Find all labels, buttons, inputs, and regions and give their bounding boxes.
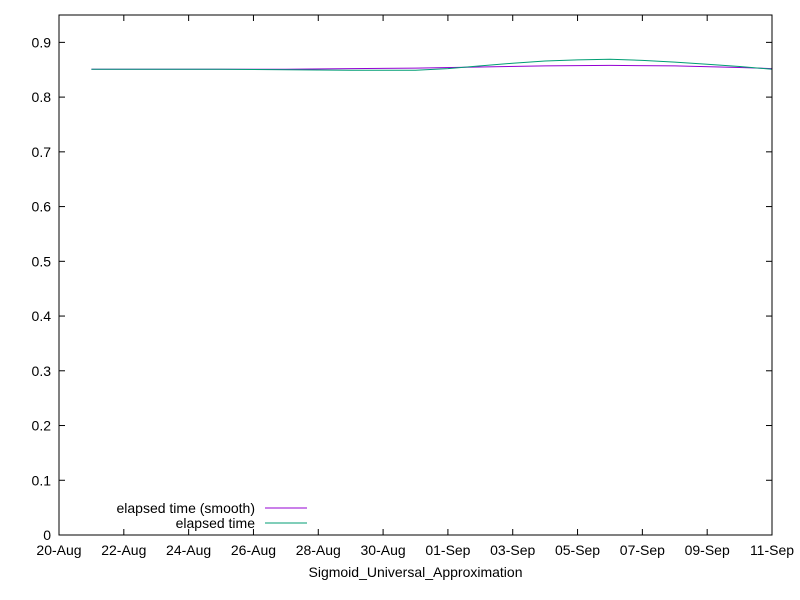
y-tick-label: 0: [43, 527, 51, 543]
x-tick-label: 05-Sep: [555, 542, 600, 558]
legend-label: elapsed time (smooth): [116, 500, 255, 516]
x-tick-label: 11-Sep: [750, 542, 794, 558]
legend-label: elapsed time: [176, 515, 256, 531]
x-tick-label: 20-Aug: [36, 542, 81, 558]
x-axis-ticks: 20-Aug 22-Aug 24-Aug 26-Aug 28-Aug 30-Aug 01-S…: [36, 15, 794, 558]
y-tick-label: 0.2: [32, 418, 52, 434]
x-tick-label: 01-Sep: [425, 542, 470, 558]
x-tick-label: 03-Sep: [490, 542, 535, 558]
x-tick-label: 26-Aug: [231, 542, 276, 558]
x-tick-label: 22-Aug: [101, 542, 146, 558]
y-tick-label: 0.4: [32, 308, 52, 324]
x-tick-label: 28-Aug: [296, 542, 341, 558]
legend: elapsed time (smooth)elapsed time: [116, 500, 307, 531]
y-tick-label: 0.8: [32, 89, 52, 105]
x-tick-label: 30-Aug: [361, 542, 406, 558]
series-layer: [91, 58, 773, 71]
y-tick-label: 0.1: [32, 472, 52, 488]
x-axis-label: Sigmoid_Universal_Approximation: [309, 564, 523, 580]
y-tick-label: 0.3: [32, 363, 52, 379]
series-line-0: [91, 64, 773, 70]
y-tick-label: 0.5: [32, 253, 52, 269]
x-tick-label: 07-Sep: [620, 542, 665, 558]
y-tick-label: 0.7: [32, 144, 52, 160]
plot-frame: [58, 14, 773, 536]
y-tick-label: 0.6: [32, 199, 52, 215]
y-tick-label: 0.9: [32, 34, 52, 50]
x-tick-label: 09-Sep: [685, 542, 730, 558]
y-axis-ticks: 0 0.1 0.2 0.3 0.4 0.5 0.6 0.7 0.8 0.9: [32, 34, 772, 543]
series-line-1: [91, 58, 773, 71]
x-tick-label: 24-Aug: [166, 542, 211, 558]
